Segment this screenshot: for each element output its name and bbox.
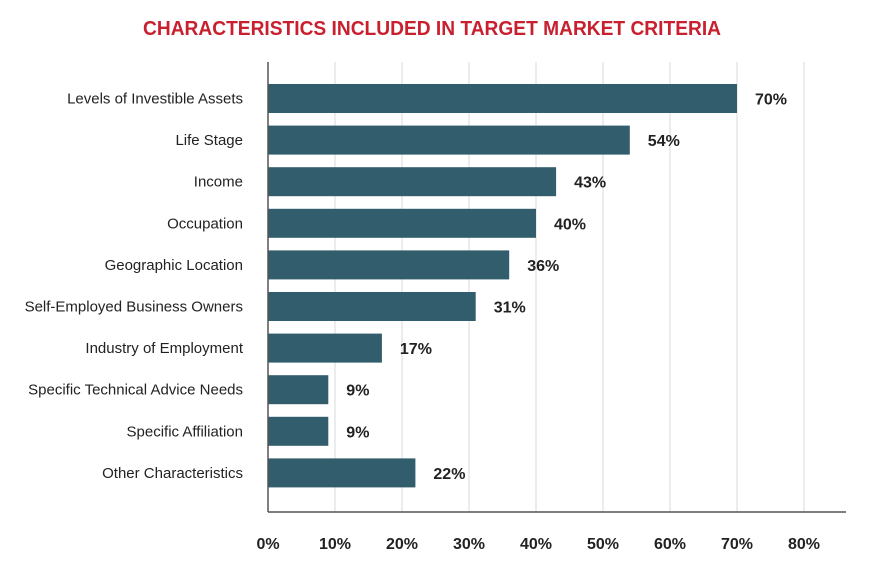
category-labels: Levels of Investible Assets Life Stage Inc… — [25, 91, 244, 482]
bar — [268, 416, 329, 446]
category-label: Income — [194, 174, 243, 191]
value-labels: 70% 54% 43% 40% 36% 31% 17% 9% 9% 22% — [346, 92, 787, 483]
x-tick-label: 30% — [453, 536, 485, 553]
x-tick-label: 50% — [587, 536, 619, 553]
x-tick-label: 60% — [654, 536, 686, 553]
value-label: 9% — [346, 383, 369, 400]
value-label: 9% — [346, 424, 369, 441]
x-tick-label: 80% — [788, 536, 820, 553]
category-label: Other Characteristics — [102, 465, 243, 482]
category-label: Specific Affiliation — [127, 423, 243, 440]
x-tick-labels: 0% 10% 20% 30% 40% 50% 60% 70% 80% — [256, 536, 820, 553]
value-label: 54% — [648, 133, 680, 150]
category-label: Specific Technical Advice Needs — [28, 382, 243, 399]
x-tick-label: 40% — [520, 536, 552, 553]
category-label: Occupation — [167, 215, 243, 232]
value-label: 22% — [433, 466, 465, 483]
bar — [268, 125, 630, 155]
bar — [268, 375, 329, 405]
bar — [268, 292, 476, 321]
bar — [268, 167, 557, 197]
x-tick-label: 70% — [721, 536, 753, 553]
chart-title: CHARACTERISTICS INCLUDED IN TARGET MARKE… — [143, 18, 721, 40]
bar — [268, 250, 510, 280]
value-label: 36% — [527, 258, 559, 275]
bar — [268, 458, 416, 488]
value-label: 70% — [755, 92, 787, 109]
x-tick-label: 0% — [256, 536, 279, 553]
x-tick-label: 10% — [319, 536, 351, 553]
bar — [268, 84, 737, 113]
bar — [268, 208, 536, 238]
value-label: 40% — [554, 216, 586, 233]
bar — [268, 333, 382, 363]
value-label: 31% — [494, 300, 526, 317]
category-label: Self-Employed Business Owners — [25, 299, 243, 316]
category-label: Geographic Location — [105, 257, 243, 274]
value-label: 17% — [400, 341, 432, 358]
category-label: Industry of Employment — [85, 340, 243, 357]
x-tick-label: 20% — [386, 536, 418, 553]
bars — [268, 84, 737, 488]
value-label: 43% — [574, 175, 606, 192]
category-label: Life Stage — [175, 132, 243, 149]
category-label: Levels of Investible Assets — [67, 91, 243, 108]
axes — [267, 62, 846, 513]
